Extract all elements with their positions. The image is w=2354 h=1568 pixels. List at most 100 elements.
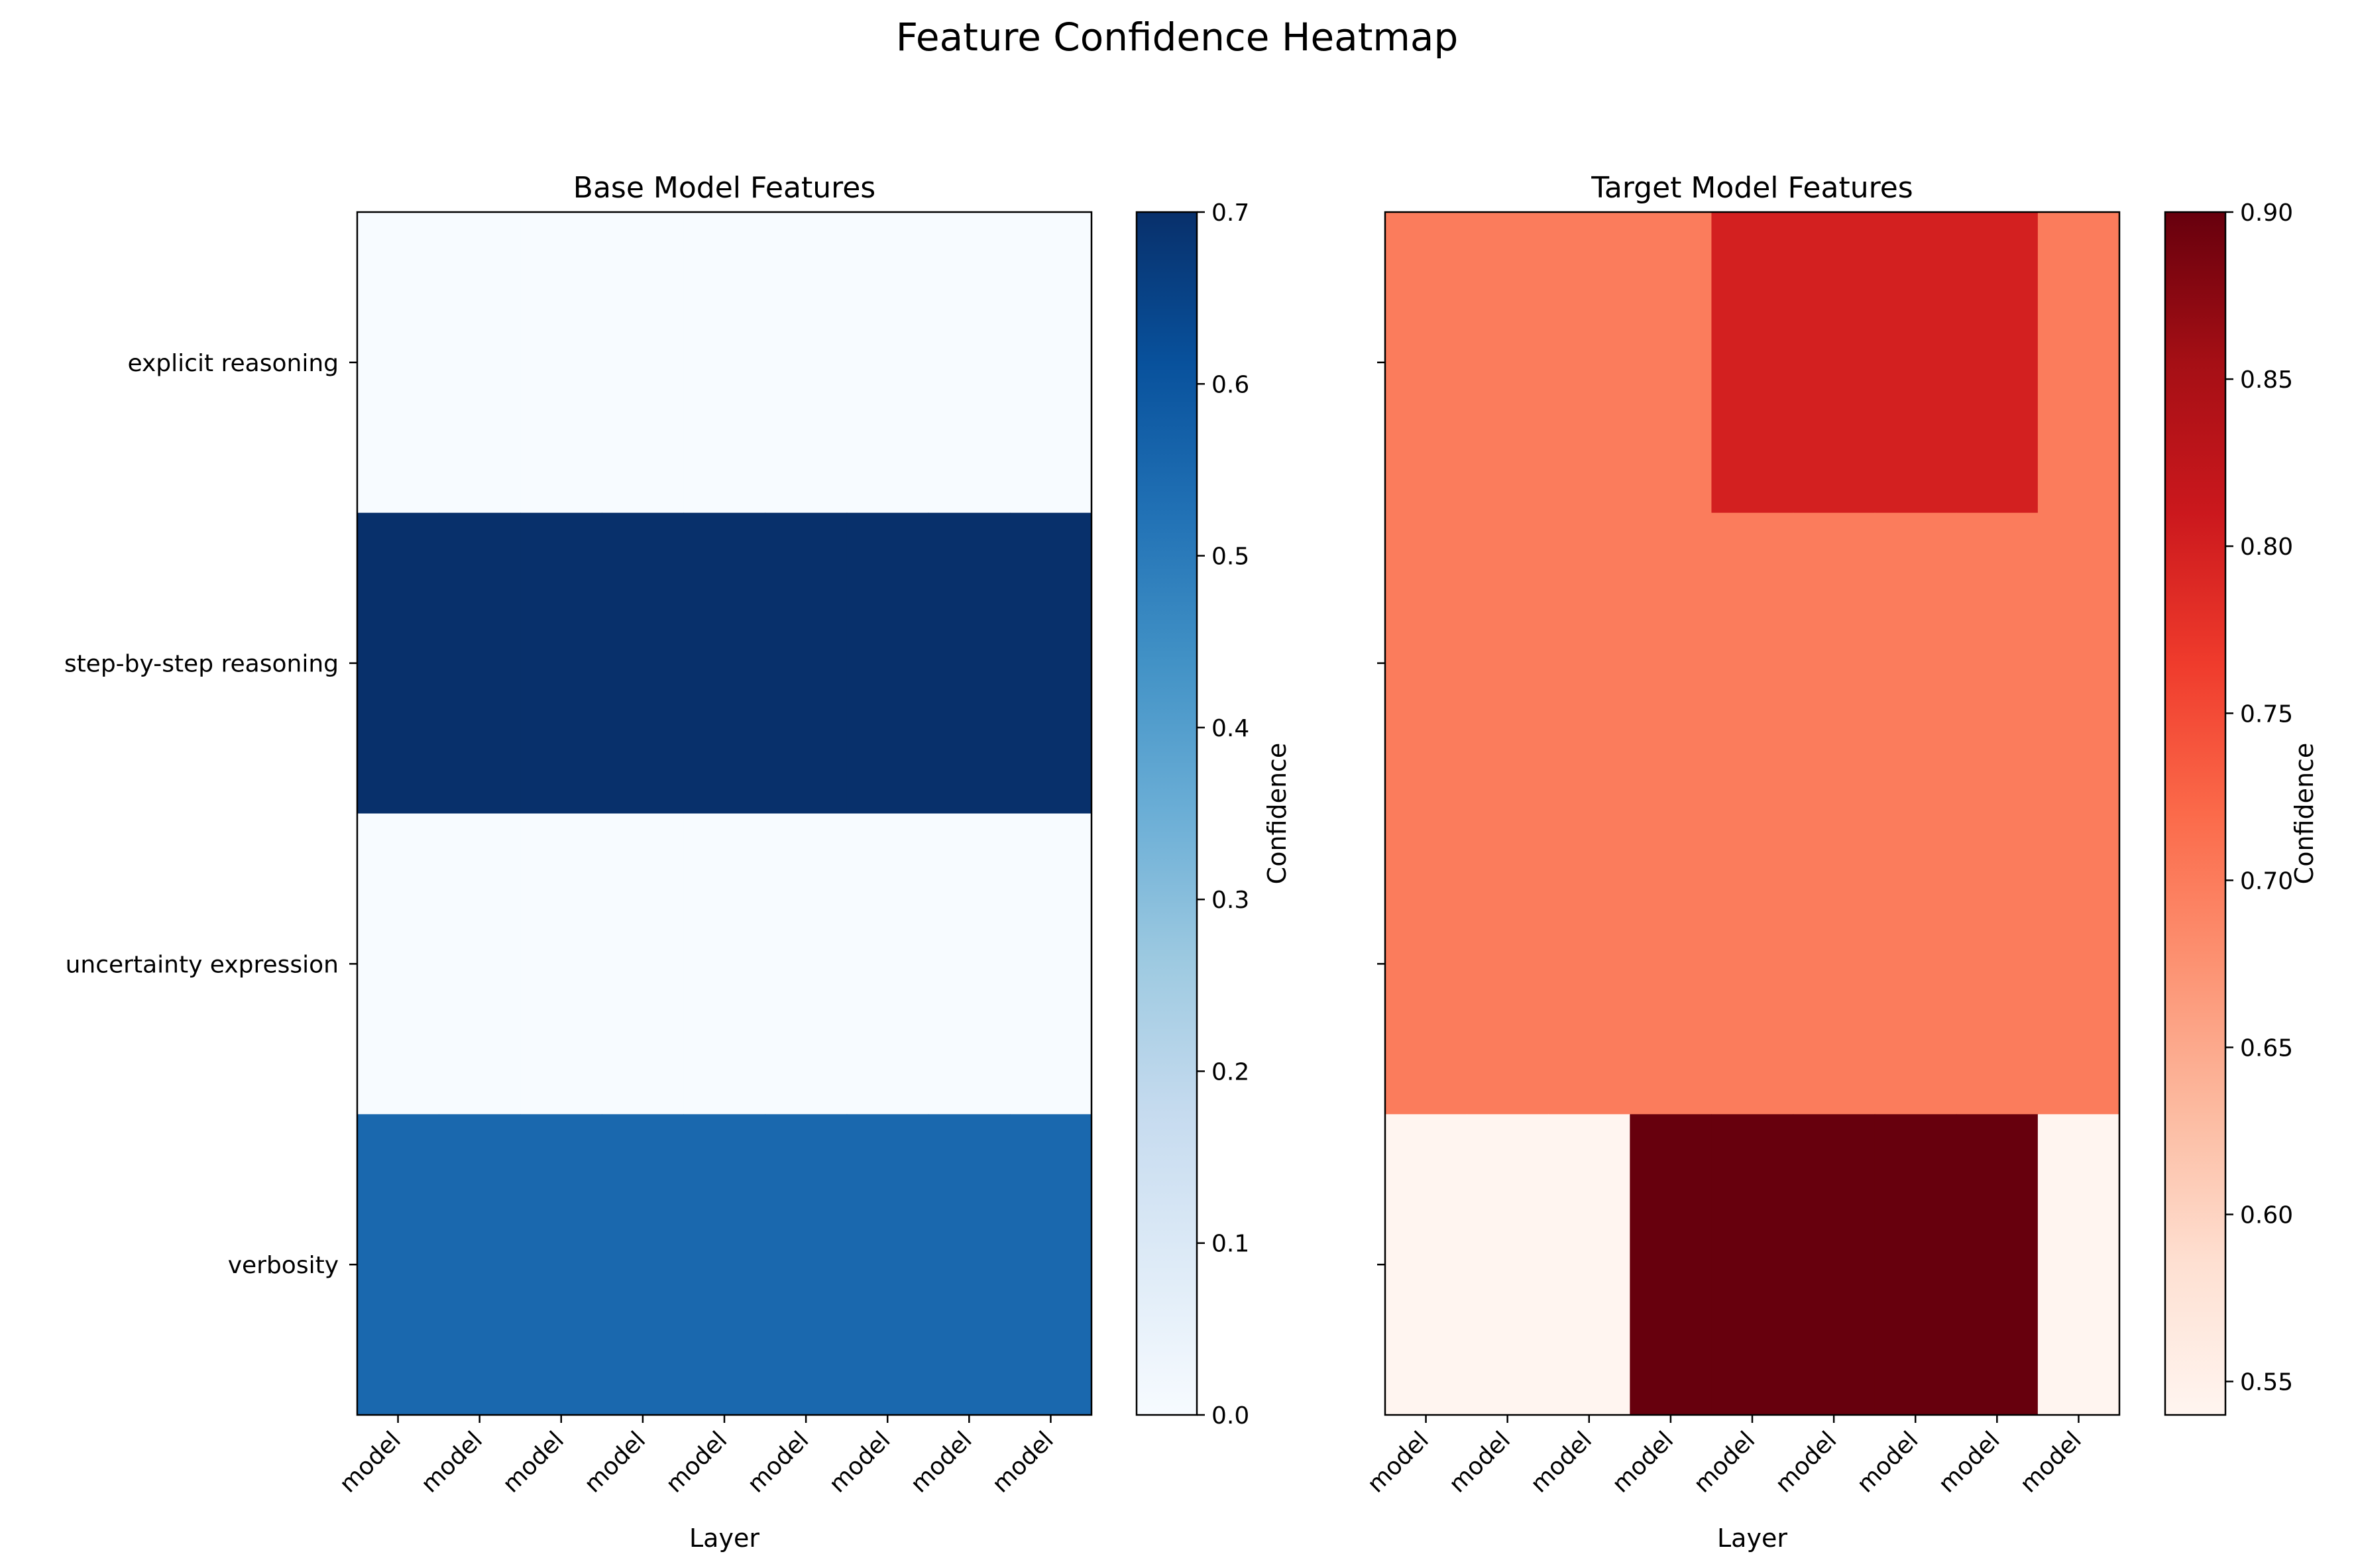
colorbar-label: Confidence bbox=[2290, 743, 2319, 885]
heatmap-cell bbox=[1956, 1114, 2039, 1416]
colorbar-tick-label: 0.90 bbox=[2240, 199, 2293, 227]
heatmap-cell bbox=[765, 813, 848, 1115]
colorbar-tick-label: 0.2 bbox=[1211, 1058, 1249, 1086]
heatmap-cell bbox=[1009, 1114, 1092, 1416]
y-tick-label: step-by-step reasoning bbox=[64, 651, 339, 678]
colorbar-tick-label: 0.7 bbox=[1211, 199, 1249, 227]
heatmap-cell bbox=[1793, 212, 1876, 514]
colorbar-label: Confidence bbox=[1262, 743, 1292, 885]
heatmap-cell bbox=[1956, 212, 2039, 514]
heatmap-cell bbox=[1711, 212, 1794, 514]
colorbar-tick-label: 0.1 bbox=[1211, 1231, 1249, 1258]
heatmap-cell bbox=[2037, 512, 2120, 814]
heatmap-cell bbox=[1711, 813, 1794, 1115]
heatmap-cell bbox=[1793, 813, 1876, 1115]
colorbar-tick-label: 0.4 bbox=[1211, 715, 1249, 742]
colorbar-tick-label: 0.80 bbox=[2240, 533, 2293, 561]
heatmap-cell bbox=[1711, 1114, 1794, 1416]
heatmap-cell bbox=[765, 212, 848, 514]
heatmap-cell bbox=[357, 1114, 439, 1416]
colorbar-tick-label: 0.3 bbox=[1211, 887, 1249, 914]
heatmap-cell bbox=[439, 1114, 521, 1416]
heatmap-cell bbox=[520, 212, 602, 514]
y-tick-label: explicit reasoning bbox=[127, 350, 339, 377]
colorbar-tick-label: 0.0 bbox=[1211, 1402, 1249, 1429]
heatmap-cell bbox=[602, 1114, 685, 1416]
x-axis-label: Layer bbox=[1717, 1524, 1787, 1553]
heatmap-cell bbox=[683, 512, 766, 814]
colorbar bbox=[1135, 211, 1198, 1416]
heatmap-cell bbox=[1548, 1114, 1630, 1416]
heatmap-cell bbox=[2037, 813, 2120, 1115]
heatmap-cell bbox=[1467, 212, 1549, 514]
heatmap-cell bbox=[439, 813, 521, 1115]
heatmap-cell bbox=[765, 1114, 848, 1416]
heatmap-panel-1: Base Model Features explicit reasoning ste… bbox=[64, 171, 1292, 1553]
heatmap-cell bbox=[1874, 813, 1957, 1115]
heatmap-cell bbox=[683, 1114, 766, 1416]
x-axis-label: Layer bbox=[689, 1524, 759, 1553]
figure-title: Feature Confidence Heatmap bbox=[896, 15, 1459, 60]
heatmap-cell bbox=[846, 512, 929, 814]
y-tick-label: uncertainty expression bbox=[66, 951, 339, 978]
heatmap-cell bbox=[846, 212, 929, 514]
colorbar-tick-label: 0.65 bbox=[2240, 1035, 2293, 1062]
heatmap-cell bbox=[1793, 512, 1876, 814]
colorbar-tick-label: 0.75 bbox=[2240, 700, 2293, 728]
heatmap-cell bbox=[602, 212, 685, 514]
colorbar-tick-label: 0.60 bbox=[2240, 1202, 2293, 1229]
heatmap-cell bbox=[602, 512, 685, 814]
heatmap-cell bbox=[1548, 212, 1630, 514]
heatmap-cell bbox=[1630, 813, 1712, 1115]
heatmap-cell bbox=[846, 813, 929, 1115]
heatmap-cell bbox=[357, 813, 439, 1115]
heatmap-cell bbox=[1385, 212, 1467, 514]
heatmap-cell bbox=[928, 1114, 1011, 1416]
heatmap-cell bbox=[1630, 212, 1712, 514]
heatmap-cell bbox=[1385, 1114, 1467, 1416]
heatmap-cell bbox=[1874, 512, 1957, 814]
heatmap-cell bbox=[1548, 813, 1630, 1115]
colorbar bbox=[2164, 211, 2227, 1416]
heatmap-cell bbox=[520, 512, 602, 814]
heatmap-cell bbox=[1467, 512, 1549, 814]
heatmap-cell bbox=[1467, 1114, 1549, 1416]
heatmap-cell bbox=[439, 212, 521, 514]
heatmap-cell bbox=[1956, 813, 2039, 1115]
heatmap-cell bbox=[439, 512, 521, 814]
heatmap-cell bbox=[765, 512, 848, 814]
heatmap-cell bbox=[1711, 512, 1794, 814]
heatmap-cell bbox=[1009, 512, 1092, 814]
heatmap-cell bbox=[928, 512, 1011, 814]
colorbar-tick-label: 0.6 bbox=[1211, 371, 1249, 398]
heatmap-cell bbox=[1009, 212, 1092, 514]
subplot-title: Target Model Features bbox=[1591, 171, 1913, 205]
colorbar-tick-label: 0.5 bbox=[1211, 543, 1249, 571]
heatmap-cell bbox=[1793, 1114, 1876, 1416]
heatmap-cell bbox=[1548, 512, 1630, 814]
heatmap-cell bbox=[2037, 212, 2120, 514]
heatmap-cell bbox=[2037, 1114, 2120, 1416]
heatmap-cell bbox=[928, 212, 1011, 514]
heatmap-cell bbox=[1874, 1114, 1957, 1416]
heatmap-cell bbox=[520, 1114, 602, 1416]
y-tick-label: verbosity bbox=[228, 1252, 339, 1279]
heatmap-cell bbox=[1956, 512, 2039, 814]
colorbar-tick-label: 0.55 bbox=[2240, 1369, 2293, 1396]
subplot-title: Base Model Features bbox=[573, 171, 875, 205]
heatmap-cell bbox=[520, 813, 602, 1115]
chart-panels: Base Model Features explicit reasoning ste… bbox=[64, 171, 2319, 1553]
heatmap-cell bbox=[1467, 813, 1549, 1115]
heatmap-cell bbox=[357, 212, 439, 514]
heatmap-cell bbox=[1385, 813, 1467, 1115]
heatmap-cell bbox=[1009, 813, 1092, 1115]
heatmap-cell bbox=[1874, 212, 1957, 514]
heatmap-cell bbox=[357, 512, 439, 814]
heatmap-cell bbox=[602, 813, 685, 1115]
heatmap-cell bbox=[1630, 1114, 1712, 1416]
heatmap-cell bbox=[928, 813, 1011, 1115]
heatmap-cell bbox=[1385, 512, 1467, 814]
heatmap-cell bbox=[1630, 512, 1712, 814]
colorbar-tick-label: 0.70 bbox=[2240, 868, 2293, 895]
